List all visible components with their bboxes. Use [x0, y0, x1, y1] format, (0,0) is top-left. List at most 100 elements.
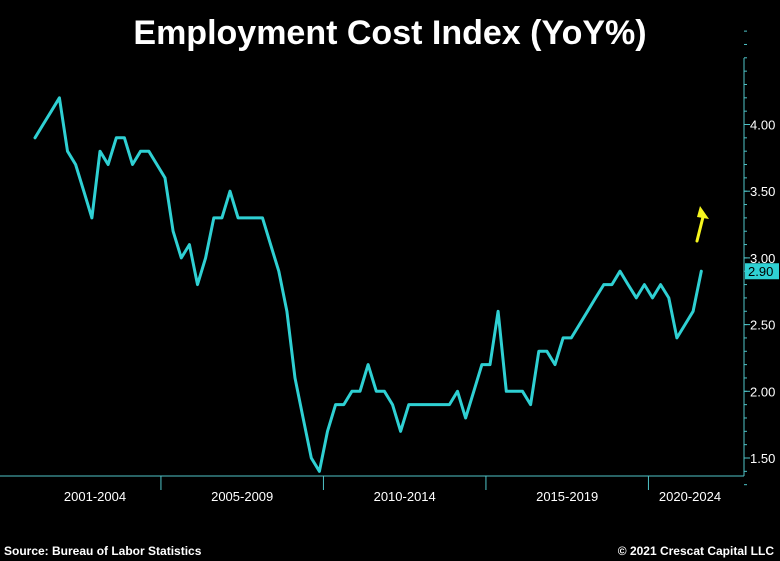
source-note: Source: Bureau of Labor Statistics [4, 544, 202, 558]
up-arrow-annotation [695, 206, 709, 243]
data-point [691, 310, 695, 313]
data-point [700, 270, 703, 273]
last-value-label: 2.90 [748, 264, 773, 279]
last-value-box [745, 263, 779, 280]
data-point [139, 149, 142, 153]
data-point [399, 430, 402, 433]
data-point [58, 96, 61, 100]
x-period-label: 2005-2009 [211, 489, 273, 504]
data-point [261, 216, 264, 220]
data-point [220, 216, 224, 220]
copyright-note: © 2021 Crescat Capital LLC [617, 544, 774, 558]
data-point [659, 283, 662, 286]
data-point [293, 376, 297, 380]
data-point [301, 416, 305, 420]
data-point [513, 390, 516, 393]
data-point [74, 163, 77, 166]
data-point [407, 403, 410, 406]
data-point [448, 403, 451, 406]
data-point [496, 310, 500, 313]
data-point [310, 456, 313, 460]
data-point [480, 363, 484, 366]
data-point [253, 216, 256, 220]
data-point [90, 216, 94, 220]
data-point [431, 403, 435, 406]
data-point [50, 109, 53, 113]
x-period-label: 2001-2004 [64, 489, 126, 504]
data-point [326, 430, 329, 433]
data-point [537, 350, 540, 353]
data-point [456, 390, 459, 393]
data-point [505, 390, 508, 393]
data-point [415, 403, 419, 406]
data-point [342, 403, 345, 406]
data-point [366, 363, 370, 366]
y-tick-label: 2.00 [750, 384, 775, 399]
data-point [521, 390, 524, 393]
data-point [277, 270, 280, 273]
data-point [643, 283, 646, 286]
data-point [131, 163, 134, 166]
data-point [375, 390, 378, 393]
x-period-label: 2015-2019 [536, 489, 598, 504]
data-point [545, 350, 549, 353]
data-point [212, 216, 215, 220]
data-point [196, 283, 199, 286]
data-point [618, 270, 622, 273]
data-point [667, 296, 670, 300]
data-point [472, 390, 475, 393]
data-point [423, 403, 427, 406]
y-tick-label: 4.00 [750, 118, 775, 133]
data-point [440, 403, 443, 406]
data-point [561, 336, 565, 340]
data-point [626, 283, 630, 286]
data-point [594, 296, 597, 300]
data-point [586, 310, 589, 313]
y-tick-label: 3.00 [750, 251, 775, 266]
data-point [228, 190, 232, 193]
plot-area: 2.90 [33, 96, 779, 473]
data-point [171, 230, 175, 233]
data-point [236, 216, 240, 220]
x-period-label: 2010-2014 [374, 489, 436, 504]
data-point [204, 256, 207, 260]
data-point [98, 149, 102, 153]
data-point [106, 163, 110, 166]
data-point [464, 416, 467, 420]
data-point [115, 136, 118, 140]
data-point [33, 136, 37, 140]
data-point [82, 190, 85, 193]
data-point [163, 176, 167, 180]
series-line [33, 96, 703, 473]
data-point [245, 216, 248, 220]
data-point [553, 363, 557, 366]
data-point [285, 310, 289, 313]
axes: 1.50 2.00 2.50 3.00 3.50 4.00 2001-2004 2005-20… [0, 30, 775, 504]
x-period-label: 2020-2024 [659, 489, 721, 504]
chart-title: Employment Cost Index (YoY%) [133, 14, 646, 52]
data-point [334, 403, 337, 406]
data-point [358, 390, 362, 393]
data-point [123, 136, 126, 140]
data-point [529, 403, 532, 406]
data-point [602, 283, 605, 286]
data-point [155, 163, 159, 166]
data-point [180, 256, 183, 260]
data-point [488, 363, 492, 366]
data-point [318, 470, 321, 473]
data-point [188, 243, 191, 246]
data-point [269, 243, 272, 246]
data-point [570, 336, 573, 340]
data-point [41, 123, 45, 126]
data-point [383, 390, 386, 393]
data-point [391, 403, 394, 406]
data-point [66, 149, 69, 153]
y-tick-label: 2.50 [750, 318, 775, 333]
data-point [350, 390, 354, 393]
data-point [578, 323, 581, 326]
data-point [610, 283, 614, 286]
data-point [635, 296, 638, 300]
y-tick-label: 3.50 [750, 184, 775, 199]
data-point [651, 296, 654, 300]
